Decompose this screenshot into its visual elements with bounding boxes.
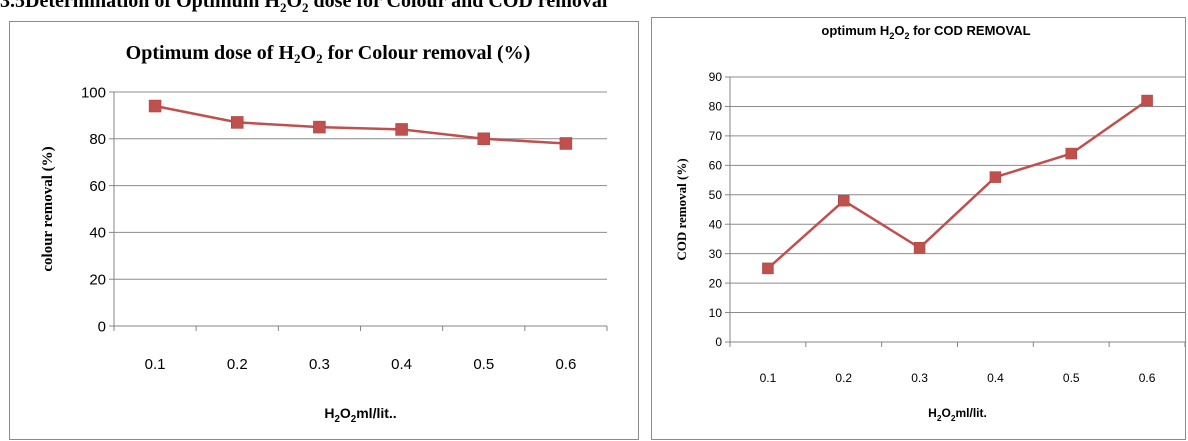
colour-chart-title: Optimum dose of H2O2 for Colour removal … [126,42,531,66]
cod-y-tick-label: 90 [709,70,723,84]
heading-sub-1: 2 [279,0,287,15]
cod-data-point [989,171,1002,183]
colour-data-point [477,132,490,146]
cod-x-tick-label: 0.5 [1063,371,1080,385]
colour-data-point [395,123,408,136]
section-heading: 3.5Determination of Optimum H2O2 dose fo… [0,0,607,18]
colour-y-axis-label: colour removal (%) [40,146,56,271]
cod-data-point [838,194,850,207]
cod-y-tick-label: 80 [709,100,723,114]
colour-y-tick-label: 60 [89,178,106,195]
colour-series-line [154,104,566,145]
cod-x-tick-label: 0.3 [911,371,928,385]
heading-sub-2: 2 [302,0,309,15]
colour-data-point [148,99,162,113]
colour-x-tick-label: 0.3 [309,356,330,373]
colour-x-axis-label: H2O2ml/lit.. [324,405,396,425]
colour-y-tick-label: 20 [89,271,106,288]
colour-y-tick-label: 80 [89,131,106,148]
cod-y-tick-label: 60 [709,159,723,173]
cod-y-tick-label: 10 [709,306,723,320]
colour-y-tick-label: 0 [98,318,106,335]
cod-y-tick-label: 70 [709,129,723,143]
colour-y-tick-label: 40 [89,225,106,242]
colour-removal-chart-panel: 0 20 40 60 80 100 0.1 0.2 0.3 0.4 0.5 0.6 Optimum do… [9,21,639,440]
cod-x-axis-label: H2O2ml/lit. [928,406,987,423]
heading-prefix: 3.5Determination of Optimum H [0,0,280,12]
cod-data-point [762,262,774,275]
cod-data-point [1141,94,1153,107]
cod-y-tick-label: 0 [715,335,722,349]
colour-y-tick-label: 100 [81,84,106,101]
cod-y-tick-label: 20 [709,276,723,290]
colour-x-tick-label: 0.2 [227,356,248,373]
cod-x-tick-label: 0.2 [835,371,852,385]
cod-x-tick-label: 0.4 [987,371,1004,385]
colour-x-tick-label: 0.6 [555,356,576,373]
heading-suffix: dose for Colour and COD removal [308,0,608,12]
cod-y-axis-label: COD removal (%) [674,158,689,260]
colour-data-point [313,120,326,134]
colour-removal-chart: 0 20 40 60 80 100 0.1 0.2 0.3 0.4 0.5 0.6 Optimum do… [40,42,608,425]
colour-data-point [559,137,573,150]
cod-x-tick-label: 0.6 [1139,371,1156,385]
colour-x-tick-label: 0.4 [391,356,412,373]
cod-chart-title: optimum H2O2 for COD REMOVAL [821,23,1030,41]
cod-x-tick-label: 0.1 [760,371,777,385]
cod-data-point [913,242,926,254]
cod-y-tick-label: 50 [709,188,723,202]
heading-mid: O [286,0,303,12]
colour-x-tick-label: 0.5 [473,356,494,373]
colour-x-tick-label: 0.1 [145,356,166,373]
cod-series-line [767,99,1148,270]
cod-data-point [1065,147,1077,160]
cod-y-tick-label: 40 [709,217,723,231]
colour-data-point [231,116,244,129]
cod-y-tick-label: 30 [709,247,723,261]
cod-removal-chart-panel: 0 10 20 30 40 50 60 70 80 90 0.1 0.2 0.3 0.4 0.5 0.6 opt… [651,17,1186,440]
cod-removal-chart: 0 10 20 30 40 50 60 70 80 90 0.1 0.2 0.3 0.4 0.5 0.6 opt… [674,23,1185,423]
